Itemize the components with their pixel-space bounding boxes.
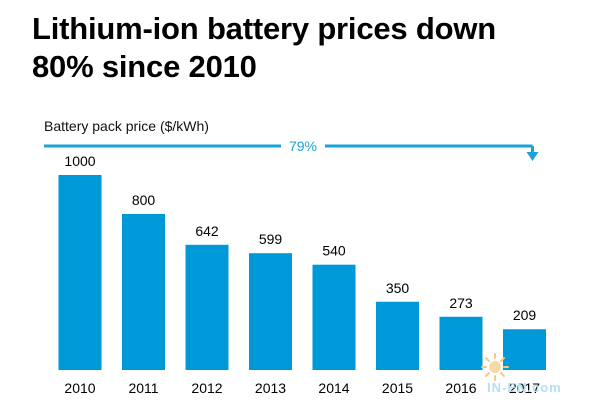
x-tick-2012: 2012 (191, 380, 222, 396)
bar-2013 (249, 253, 292, 370)
value-label-2015: 350 (386, 280, 410, 296)
value-label-2013: 599 (259, 231, 283, 247)
x-tick-2010: 2010 (64, 380, 95, 396)
sun-logo-icon (481, 353, 509, 381)
value-label-2012: 642 (195, 223, 219, 239)
value-label-2017: 209 (513, 307, 537, 323)
bar-2010 (58, 175, 102, 370)
bar-2012 (185, 244, 229, 370)
value-label-2014: 540 (322, 243, 346, 259)
x-tick-2011: 2011 (128, 380, 158, 396)
arrow-head (526, 152, 539, 161)
watermark-text: IN-EN.com (487, 380, 562, 395)
value-labels: 1000 800 642 599 540 350 273 209 (64, 153, 536, 323)
title-line-1: Lithium-ion battery prices down (32, 11, 496, 46)
bar-2011 (122, 214, 165, 370)
title-line-2: 80% since 2010 (32, 49, 257, 84)
bar-2014 (312, 264, 356, 370)
chart-title: Lithium-ion battery prices down 80% sinc… (32, 10, 592, 86)
y-axis-label: Battery pack price ($/kWh) (44, 118, 209, 134)
x-tick-labels: 2010 2011 2012 2013 2014 2015 2016 2017 (64, 380, 540, 396)
bar-2016 (439, 316, 483, 370)
percent-decline-label: 79% (289, 138, 317, 154)
x-tick-2015: 2015 (382, 380, 413, 396)
x-tick-2017: 2017 (509, 380, 540, 396)
value-label-2016: 273 (449, 295, 473, 311)
bars (58, 175, 546, 370)
x-tick-2016: 2016 (445, 380, 476, 396)
value-label-2010: 1000 (64, 153, 95, 169)
value-label-2011: 800 (132, 192, 156, 208)
bar-2015 (376, 301, 419, 370)
x-tick-2013: 2013 (255, 380, 286, 396)
x-tick-2014: 2014 (318, 380, 349, 396)
decline-arrow: 79% (44, 138, 539, 161)
bar-2017 (503, 329, 546, 370)
